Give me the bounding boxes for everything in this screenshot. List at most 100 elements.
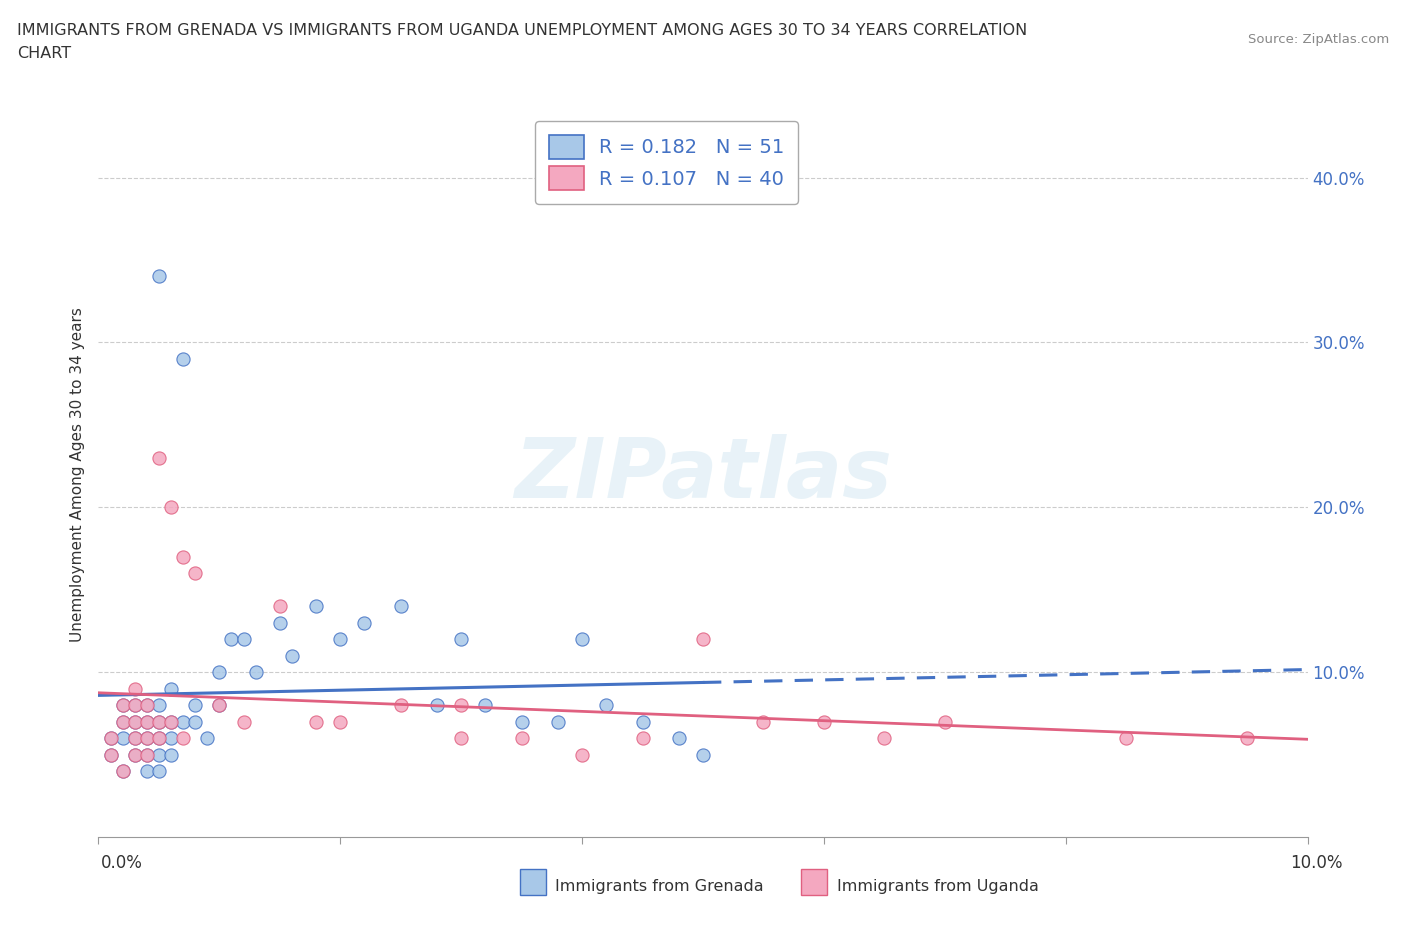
Point	[124, 731, 146, 746]
Point	[934, 714, 956, 729]
Text: 0.0%: 0.0%	[101, 854, 143, 872]
Point	[305, 599, 328, 614]
Point	[100, 747, 122, 762]
Point	[208, 665, 231, 680]
Point	[232, 714, 254, 729]
Point	[631, 714, 654, 729]
Point	[148, 698, 170, 712]
Legend: R = 0.182   N = 51, R = 0.107   N = 40: R = 0.182 N = 51, R = 0.107 N = 40	[536, 121, 799, 204]
Point	[426, 698, 449, 712]
Point	[124, 714, 146, 729]
Point	[148, 450, 170, 465]
Point	[571, 631, 593, 646]
Point	[813, 714, 835, 729]
Point	[305, 714, 328, 729]
Point	[510, 731, 533, 746]
Point	[148, 747, 170, 762]
Point	[474, 698, 496, 712]
Point	[752, 714, 775, 729]
Point	[111, 698, 134, 712]
Point	[184, 714, 207, 729]
Point	[124, 747, 146, 762]
Point	[135, 747, 157, 762]
Point	[124, 698, 146, 712]
Point	[1115, 731, 1137, 746]
Point	[148, 714, 170, 729]
Point	[692, 631, 714, 646]
Point	[172, 714, 194, 729]
Y-axis label: Unemployment Among Ages 30 to 34 years: Unemployment Among Ages 30 to 34 years	[69, 307, 84, 642]
Point	[148, 714, 170, 729]
Point	[208, 698, 231, 712]
Point	[160, 714, 183, 729]
Point	[135, 764, 157, 778]
Point	[160, 747, 183, 762]
Point	[329, 631, 352, 646]
Point	[692, 747, 714, 762]
Point	[148, 731, 170, 746]
Point	[450, 631, 472, 646]
Point	[160, 681, 183, 696]
Point	[124, 698, 146, 712]
Point	[124, 681, 146, 696]
Point	[329, 714, 352, 729]
Point	[269, 616, 291, 631]
Point	[135, 698, 157, 712]
Point	[353, 616, 375, 631]
Point	[111, 714, 134, 729]
Point	[172, 550, 194, 565]
Text: CHART: CHART	[17, 46, 70, 61]
Point	[124, 731, 146, 746]
Point	[450, 698, 472, 712]
Point	[111, 714, 134, 729]
Text: 10.0%: 10.0%	[1291, 854, 1343, 872]
Text: Immigrants from Uganda: Immigrants from Uganda	[837, 879, 1039, 894]
Point	[245, 665, 267, 680]
Point	[111, 731, 134, 746]
Point	[510, 714, 533, 729]
Point	[668, 731, 690, 746]
Point	[389, 698, 412, 712]
Point	[172, 352, 194, 366]
Point	[111, 764, 134, 778]
Point	[389, 599, 412, 614]
Point	[100, 731, 122, 746]
Point	[135, 731, 157, 746]
Point	[148, 764, 170, 778]
Text: ZIPatlas: ZIPatlas	[515, 433, 891, 515]
Point	[184, 698, 207, 712]
Text: IMMIGRANTS FROM GRENADA VS IMMIGRANTS FROM UGANDA UNEMPLOYMENT AMONG AGES 30 TO : IMMIGRANTS FROM GRENADA VS IMMIGRANTS FR…	[17, 23, 1028, 38]
Point	[160, 731, 183, 746]
Point	[111, 698, 134, 712]
Point	[135, 731, 157, 746]
Point	[135, 714, 157, 729]
Point	[450, 731, 472, 746]
Point	[100, 747, 122, 762]
Point	[100, 731, 122, 746]
Point	[172, 731, 194, 746]
Point	[631, 731, 654, 746]
Point	[595, 698, 617, 712]
Point	[547, 714, 569, 729]
Point	[208, 698, 231, 712]
Point	[221, 631, 243, 646]
Point	[135, 714, 157, 729]
Text: Source: ZipAtlas.com: Source: ZipAtlas.com	[1249, 33, 1389, 46]
Text: Immigrants from Grenada: Immigrants from Grenada	[555, 879, 763, 894]
Point	[160, 714, 183, 729]
Point	[160, 499, 183, 514]
Point	[1236, 731, 1258, 746]
Point	[184, 565, 207, 580]
Point	[148, 269, 170, 284]
Point	[195, 731, 218, 746]
Point	[571, 747, 593, 762]
Point	[124, 714, 146, 729]
Point	[873, 731, 896, 746]
Point	[124, 747, 146, 762]
Point	[269, 599, 291, 614]
Point	[111, 764, 134, 778]
Point	[135, 747, 157, 762]
Point	[135, 698, 157, 712]
Point	[281, 648, 304, 663]
Point	[232, 631, 254, 646]
